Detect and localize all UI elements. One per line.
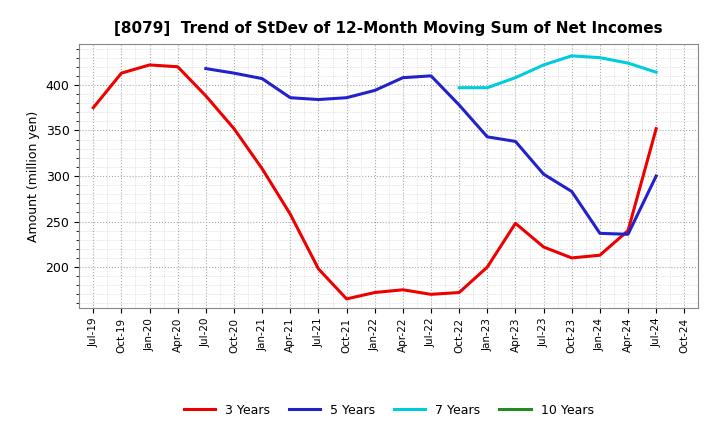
3 Years: [314, 266, 323, 271]
3 Years: [89, 105, 98, 110]
5 Years: [624, 231, 632, 237]
3 Years: [567, 255, 576, 260]
3 Years: [370, 290, 379, 295]
Line: 7 Years: 7 Years: [459, 56, 656, 88]
7 Years: [652, 70, 660, 75]
5 Years: [399, 75, 408, 81]
5 Years: [286, 95, 294, 100]
3 Years: [624, 228, 632, 233]
7 Years: [595, 55, 604, 60]
5 Years: [511, 139, 520, 144]
Line: 3 Years: 3 Years: [94, 65, 656, 299]
5 Years: [539, 172, 548, 177]
5 Years: [370, 88, 379, 93]
7 Years: [539, 62, 548, 68]
5 Years: [483, 134, 492, 139]
3 Years: [652, 126, 660, 131]
5 Years: [427, 73, 436, 78]
3 Years: [286, 212, 294, 217]
Line: 5 Years: 5 Years: [206, 69, 656, 234]
5 Years: [455, 103, 464, 108]
Title: [8079]  Trend of StDev of 12-Month Moving Sum of Net Incomes: [8079] Trend of StDev of 12-Month Moving…: [114, 21, 663, 36]
7 Years: [567, 53, 576, 59]
3 Years: [511, 221, 520, 226]
3 Years: [427, 292, 436, 297]
Legend: 3 Years, 5 Years, 7 Years, 10 Years: 3 Years, 5 Years, 7 Years, 10 Years: [179, 399, 598, 422]
5 Years: [202, 66, 210, 71]
5 Years: [230, 70, 238, 76]
3 Years: [145, 62, 154, 68]
3 Years: [174, 64, 182, 70]
5 Years: [258, 76, 266, 81]
Y-axis label: Amount (million yen): Amount (million yen): [27, 110, 40, 242]
3 Years: [230, 126, 238, 131]
5 Years: [652, 173, 660, 179]
3 Years: [342, 296, 351, 301]
7 Years: [455, 85, 464, 90]
5 Years: [342, 95, 351, 100]
5 Years: [595, 231, 604, 236]
3 Years: [483, 264, 492, 270]
3 Years: [117, 70, 126, 76]
3 Years: [202, 93, 210, 99]
7 Years: [624, 60, 632, 66]
3 Years: [455, 290, 464, 295]
3 Years: [595, 253, 604, 258]
5 Years: [314, 97, 323, 102]
5 Years: [567, 189, 576, 194]
7 Years: [483, 85, 492, 90]
3 Years: [258, 166, 266, 171]
3 Years: [399, 287, 408, 293]
3 Years: [539, 244, 548, 249]
7 Years: [511, 75, 520, 81]
